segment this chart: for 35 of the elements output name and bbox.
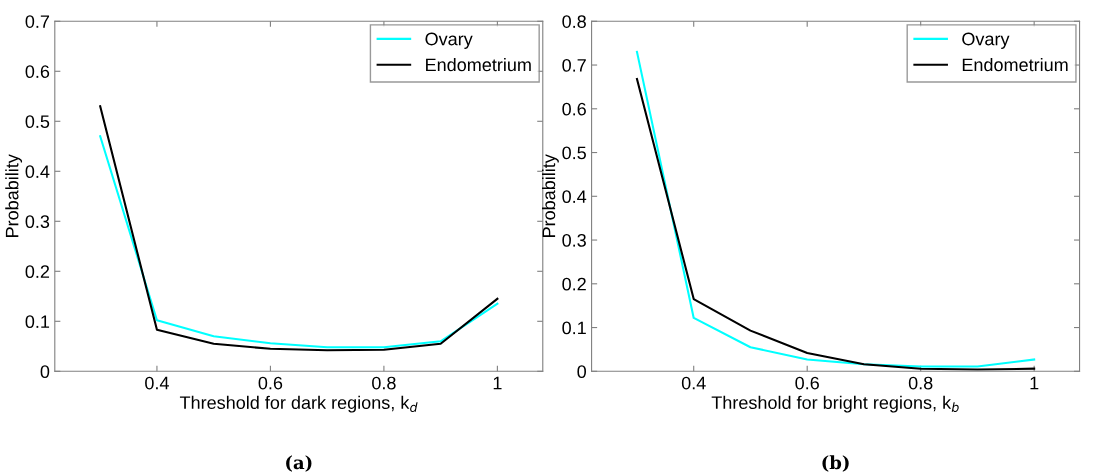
y-tick-label: 0.2 [562,277,586,291]
y-tick-label: 0.5 [25,115,50,129]
legend-label: Ovary [962,32,1010,49]
text: (a) [286,455,312,472]
y-axis-title: Probability [5,154,23,237]
y-tick-label: 0.7 [25,15,50,29]
y-tick-label: 0.7 [562,58,586,72]
legend-label: Ovary [425,32,473,49]
x-tick-label: 0.6 [258,376,283,390]
y-tick-label: 0.1 [25,315,50,329]
legend-label: Endometrium [426,57,531,72]
y-tick-label: 0.4 [562,190,587,204]
x-tick-label: 0.6 [795,376,819,390]
text: (b) [822,455,849,472]
y-tick-label: 0.8 [562,15,586,29]
x-tick-label: 0.4 [145,376,169,390]
x-tick-label: 0.8 [372,376,396,390]
y-tick-label: 0.6 [25,65,50,79]
legend-label: Endometrium [962,57,1068,72]
y-axis-title: Probability [542,154,559,237]
x-tick-label: 1 [1030,376,1039,390]
y-tick-label: 0.5 [562,146,586,160]
x-axis-title: Threshold for bright regions, k$_{b}$ [711,395,959,413]
y-tick-label: 0.3 [562,233,586,247]
y-tick-label: 0.3 [25,215,50,229]
y-tick-label: 0 [40,365,50,379]
x-tick-label: 0.4 [681,376,706,390]
x-tick-label: 0.8 [908,376,933,390]
y-tick-label: 0 [577,365,587,379]
x-axis-title: Threshold for dark regions, k$_{d}$ [179,395,418,413]
y-tick-label: 0.2 [25,265,50,279]
y-tick-label: 0.6 [562,102,586,116]
x-tick-label: 1 [493,376,502,390]
y-tick-label: 0.4 [25,165,50,179]
y-tick-label: 0.1 [562,321,586,335]
